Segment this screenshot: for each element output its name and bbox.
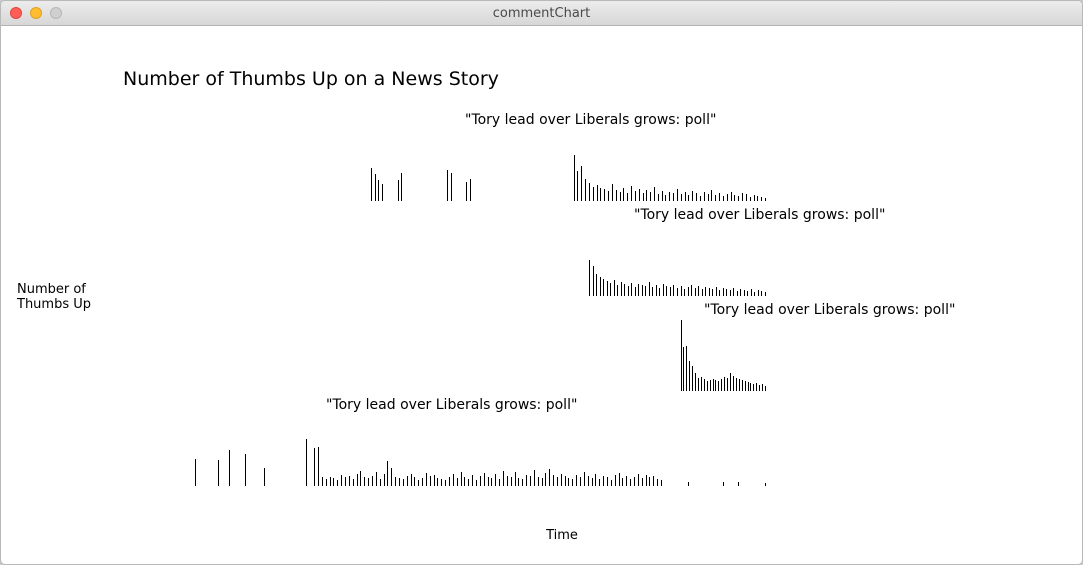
series-1-bars bbox=[371, 155, 766, 201]
series-title-2: "Tory lead over Liberals grows: poll" bbox=[634, 207, 885, 223]
series-title-3: "Tory lead over Liberals grows: poll" bbox=[704, 302, 955, 318]
series-title-4: "Tory lead over Liberals grows: poll" bbox=[326, 397, 577, 413]
y-axis-label-line-2: Thumbs Up bbox=[16, 297, 91, 312]
series-3-bars bbox=[681, 320, 766, 391]
title-bar[interactable]: commentChart bbox=[1, 1, 1082, 26]
series-title-1: "Tory lead over Liberals grows: poll" bbox=[465, 112, 716, 128]
zoom-button[interactable] bbox=[50, 7, 62, 19]
window-title: commentChart bbox=[492, 6, 591, 21]
close-button[interactable] bbox=[10, 7, 22, 19]
y-axis-label-line-1: Number of bbox=[17, 282, 86, 297]
thumbs-up-chart: Number of Thumbs Up on a News Story Numb… bbox=[16, 68, 955, 543]
chart-title: Number of Thumbs Up on a News Story bbox=[123, 68, 499, 90]
x-axis-label: Time bbox=[545, 528, 578, 543]
minimize-button[interactable] bbox=[30, 7, 42, 19]
series-2-bars bbox=[589, 260, 766, 296]
series-4-bars bbox=[195, 439, 766, 486]
